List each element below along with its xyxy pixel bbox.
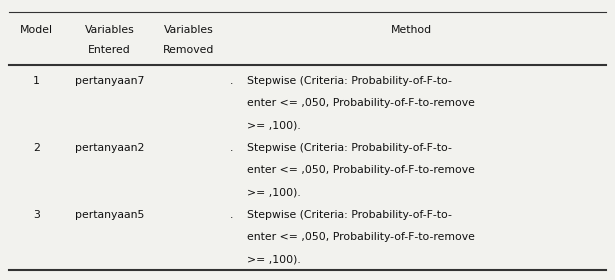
Text: 3: 3	[33, 210, 40, 220]
Text: enter <= ,050, Probability-of-F-to-remove: enter <= ,050, Probability-of-F-to-remov…	[247, 165, 474, 175]
Text: enter <= ,050, Probability-of-F-to-remove: enter <= ,050, Probability-of-F-to-remov…	[247, 232, 474, 242]
Text: pertanyaan5: pertanyaan5	[75, 210, 144, 220]
Text: >= ,100).: >= ,100).	[247, 188, 300, 198]
Text: .: .	[229, 210, 233, 220]
Text: Variables: Variables	[84, 25, 134, 35]
Text: enter <= ,050, Probability-of-F-to-remove: enter <= ,050, Probability-of-F-to-remov…	[247, 98, 474, 108]
Text: 1: 1	[33, 76, 40, 85]
Text: Entered: Entered	[88, 45, 131, 55]
Text: >= ,100).: >= ,100).	[247, 255, 300, 265]
Text: >= ,100).: >= ,100).	[247, 120, 300, 130]
Text: .: .	[229, 143, 233, 153]
Text: .: .	[229, 76, 233, 85]
Text: 2: 2	[33, 143, 40, 153]
Text: Stepwise (Criteria: Probability-of-F-to-: Stepwise (Criteria: Probability-of-F-to-	[247, 210, 451, 220]
Text: Stepwise (Criteria: Probability-of-F-to-: Stepwise (Criteria: Probability-of-F-to-	[247, 76, 451, 85]
Text: pertanyaan2: pertanyaan2	[75, 143, 144, 153]
Text: Stepwise (Criteria: Probability-of-F-to-: Stepwise (Criteria: Probability-of-F-to-	[247, 143, 451, 153]
Text: Variables: Variables	[164, 25, 213, 35]
Text: Method: Method	[391, 25, 432, 35]
Text: Removed: Removed	[163, 45, 215, 55]
Text: Model: Model	[20, 25, 53, 35]
Text: pertanyaan7: pertanyaan7	[75, 76, 144, 85]
